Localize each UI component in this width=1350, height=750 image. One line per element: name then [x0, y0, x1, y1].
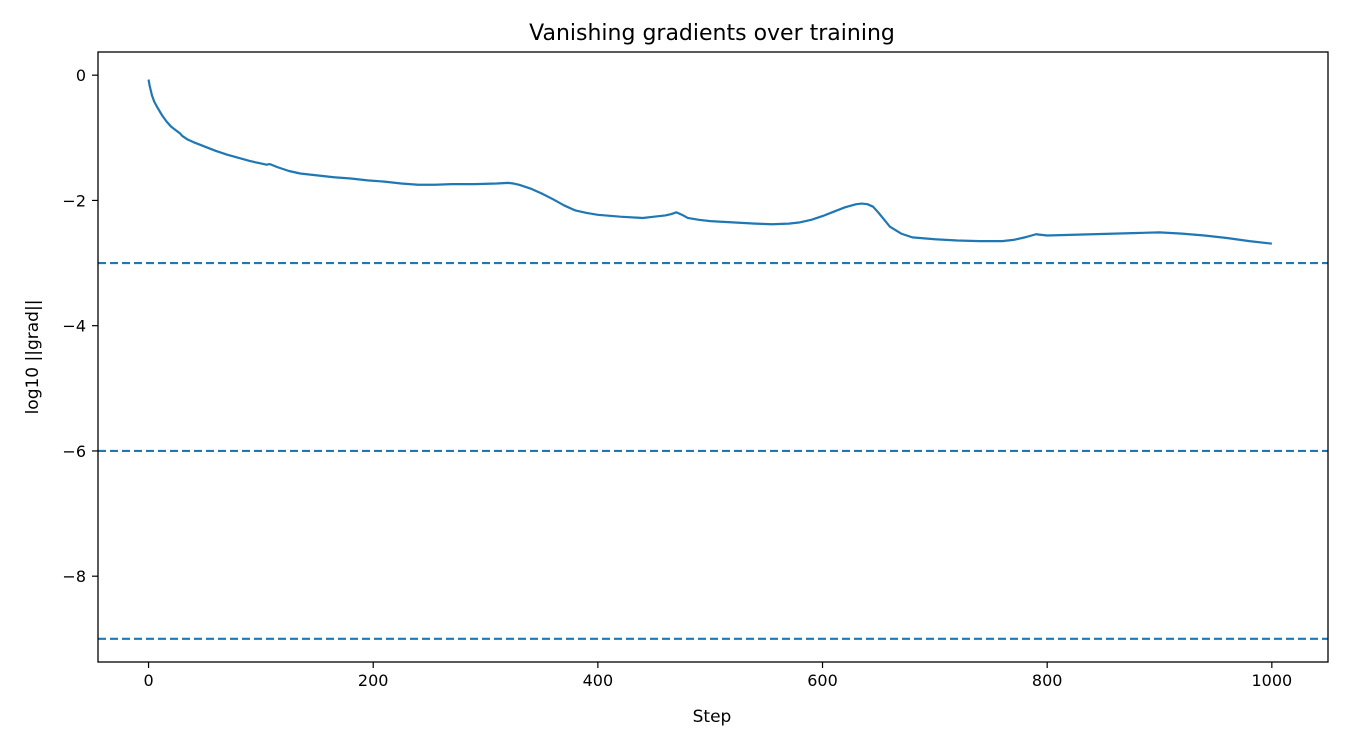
chart-title: Vanishing gradients over training: [529, 21, 895, 46]
y-tick-label: −6: [62, 442, 86, 461]
y-axis-ticks: 0 −2 −4 −6 −8: [62, 66, 98, 586]
x-tick-label: 600: [807, 671, 838, 690]
x-tick-label: 200: [358, 671, 389, 690]
y-tick-label: 0: [76, 66, 86, 85]
y-tick-label: −4: [62, 317, 86, 336]
x-axis-ticks: 0 200 400 600 800 1000: [143, 662, 1292, 690]
y-tick-label: −8: [62, 567, 86, 586]
series-line-0: [147, 79, 1272, 245]
x-tick-label: 800: [1032, 671, 1063, 690]
x-tick-label: 1000: [1251, 671, 1292, 690]
x-tick-label: 400: [583, 671, 614, 690]
plot-frame: [97, 51, 1329, 663]
y-axis-label: log10 ||grad||: [23, 300, 43, 415]
x-tick-label: 0: [143, 671, 153, 690]
y-tick-label: −2: [62, 191, 86, 210]
x-axis-label: Step: [693, 707, 732, 727]
plot-area: [98, 79, 1328, 640]
